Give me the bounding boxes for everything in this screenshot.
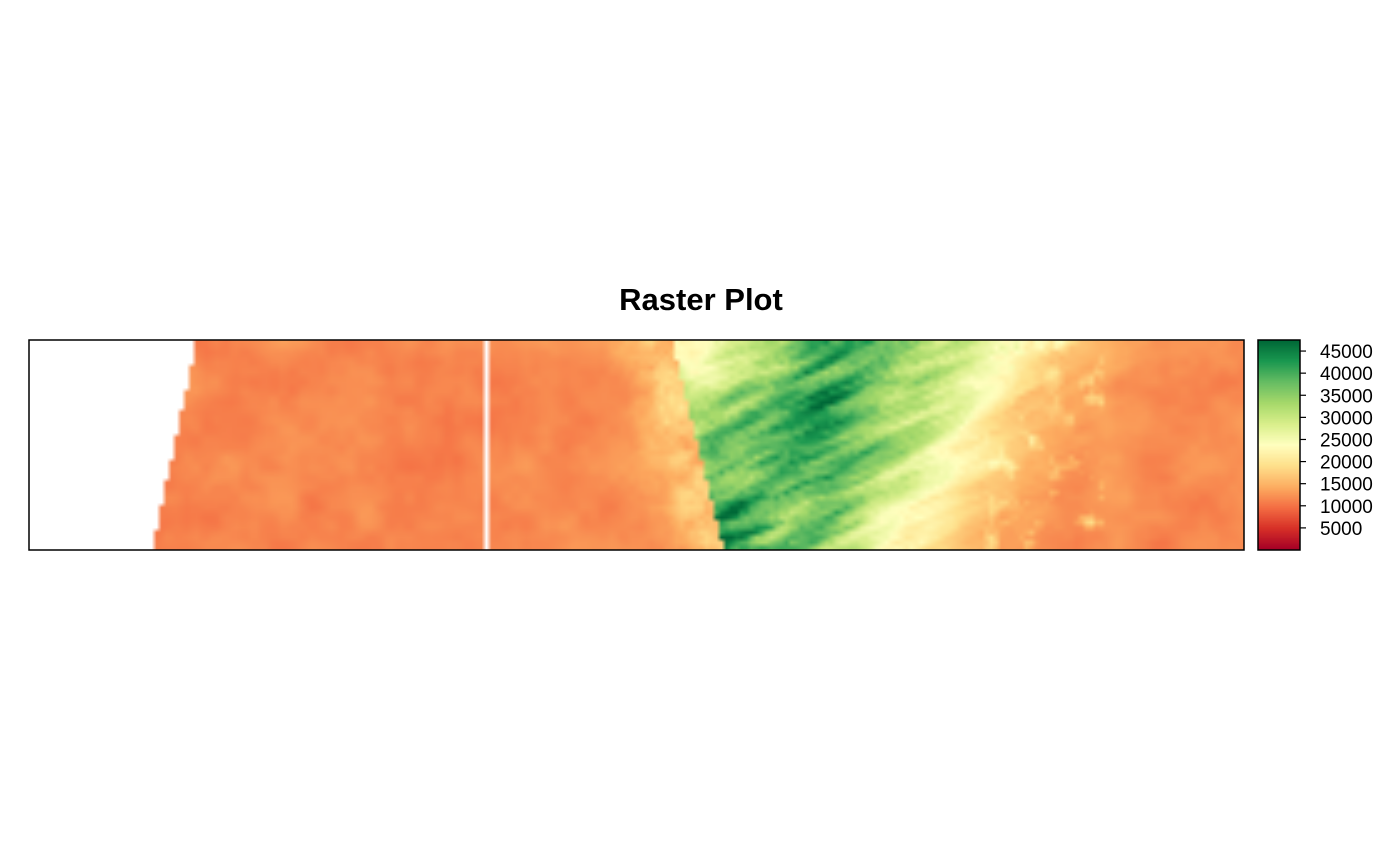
colorbar-tick-label: 35000 xyxy=(1320,386,1373,407)
plot-frame xyxy=(28,339,1245,551)
colorbar-legend: 5000100001500020000250003000035000400004… xyxy=(1257,339,1373,551)
colorbar-tick-label: 20000 xyxy=(1320,453,1373,474)
colorbar-tick-label: 30000 xyxy=(1320,408,1373,429)
raster-image xyxy=(29,340,1244,550)
colorbar-tick-label: 40000 xyxy=(1320,364,1373,385)
chart-title: Raster Plot xyxy=(619,282,783,317)
colorbar-tick-label: 5000 xyxy=(1320,519,1362,540)
colorbar-tick-label: 10000 xyxy=(1320,497,1373,518)
colorbar-frame xyxy=(1257,339,1301,551)
colorbar-tick-label: 45000 xyxy=(1320,342,1373,363)
colorbar-tick-label: 15000 xyxy=(1320,475,1373,496)
colorbar-tick-label: 25000 xyxy=(1320,430,1373,451)
